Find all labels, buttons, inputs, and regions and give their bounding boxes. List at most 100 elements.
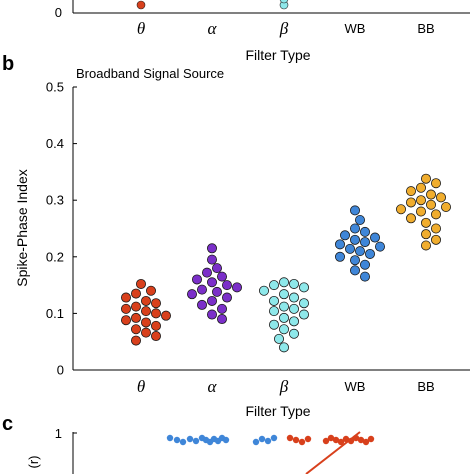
top-panel-x-tick-bb: BB	[417, 21, 434, 36]
panel-c-red-dot	[286, 434, 294, 442]
data-point-bb	[430, 234, 441, 245]
data-point-wb	[344, 243, 355, 254]
top-panel-x-tick-beta: β	[279, 19, 289, 38]
panel-b-letter: b	[2, 53, 14, 75]
panel-c-red-dot	[327, 434, 335, 442]
panel-c-red-fit-line	[305, 431, 361, 474]
data-point-theta	[121, 303, 132, 314]
panel-b-x-tick-alpha: α	[208, 377, 218, 396]
data-point-beta	[268, 280, 279, 291]
data-point-alpha	[221, 280, 232, 291]
panel-b-x-tick-wb: WB	[345, 379, 366, 394]
data-point-theta	[130, 335, 141, 346]
data-point-beta	[298, 298, 309, 309]
data-point-theta	[121, 315, 132, 326]
panel-c-red-dot	[298, 438, 306, 446]
data-point-beta	[278, 289, 289, 300]
data-point-beta	[278, 342, 289, 353]
panel-b-x-tick-bb: BB	[417, 379, 434, 394]
data-point-wb	[349, 205, 360, 216]
data-point-alpha	[206, 243, 217, 254]
data-point-beta	[268, 319, 279, 330]
data-point-wb	[359, 226, 370, 237]
data-point-alpha	[216, 303, 227, 314]
data-point-beta	[288, 303, 299, 314]
data-point-alpha	[206, 277, 217, 288]
panel-c-y-tick-1: 1	[55, 426, 62, 441]
data-point-beta	[278, 277, 289, 288]
panel-c-red-dot	[332, 436, 340, 444]
top-panel: 0 θ α β WB BB Filter Type	[55, 0, 470, 63]
data-point-wb	[359, 259, 370, 270]
panel-b-y-tick-label: 0.3	[46, 193, 64, 208]
data-point-alpha	[191, 274, 202, 285]
panel-b-y-ticks: 0 0.1 0.2 0.3 0.4 0.5	[46, 80, 77, 378]
data-point-bb	[435, 192, 446, 203]
data-point-bb	[430, 209, 441, 220]
panel-b-y-tick-label: 0	[57, 363, 64, 378]
data-point-theta	[160, 310, 171, 321]
panel-c-red-dot	[304, 435, 312, 443]
data-point-theta	[140, 317, 151, 328]
data-point-bb	[420, 173, 431, 184]
data-point-beta	[288, 292, 299, 303]
data-point-bb	[420, 229, 431, 240]
panel-c-y-axis-label-fragment: (r)	[26, 456, 41, 469]
data-point-alpha	[211, 286, 222, 297]
data-point-beta	[278, 301, 289, 312]
panel-c-red-dot	[322, 437, 330, 445]
data-point-theta	[140, 327, 151, 338]
data-point-alpha	[231, 282, 242, 293]
data-point-bb	[395, 204, 406, 215]
data-point-theta	[140, 306, 151, 317]
data-point-beta	[298, 309, 309, 320]
data-point-wb	[349, 255, 360, 266]
data-point-bb	[440, 201, 451, 212]
data-point-wb	[374, 241, 385, 252]
panel-b-points	[121, 173, 451, 353]
data-point-alpha	[216, 271, 227, 282]
data-point-theta	[145, 285, 156, 296]
top-panel-x-axis-label: Filter Type	[245, 47, 310, 63]
panel-b-y-tick-label: 0.1	[46, 306, 64, 321]
data-point-theta	[140, 295, 151, 306]
data-point-bb	[415, 206, 426, 217]
data-point-alpha	[196, 299, 207, 310]
data-point-wb	[334, 239, 345, 250]
data-point-bb	[430, 178, 441, 189]
panel-c-letter: c	[2, 413, 13, 435]
data-point-beta	[288, 328, 299, 339]
data-point-bb	[405, 213, 416, 224]
data-point-wb	[339, 230, 350, 241]
data-point-wb	[354, 215, 365, 226]
panel-b-y-tick-label: 0.4	[46, 136, 64, 151]
data-point-alpha	[206, 295, 217, 306]
panel-c-blue-dot	[166, 434, 174, 442]
data-point-beta	[268, 295, 279, 306]
panel-c-blue-dot	[264, 437, 272, 445]
data-point-alpha	[206, 309, 217, 320]
panel-c-red-dot	[362, 438, 370, 446]
panel-c-blue-dot	[186, 435, 194, 443]
data-point-alpha	[186, 289, 197, 300]
data-point-wb	[349, 234, 360, 245]
data-point-bb	[425, 189, 436, 200]
panel-c-blue-dot	[258, 435, 266, 443]
data-point-theta	[130, 301, 141, 312]
top-panel-y-tick-0: 0	[55, 5, 62, 20]
panel-c-blue-dot	[270, 434, 278, 442]
top-panel-dot-fragment-theta	[136, 0, 146, 10]
data-point-beta	[298, 282, 309, 293]
data-point-wb	[359, 237, 370, 248]
data-point-alpha	[201, 267, 212, 278]
top-panel-x-tick-wb: WB	[345, 21, 366, 36]
panel-c: c 1 (r)	[2, 413, 375, 474]
data-point-bb	[430, 223, 441, 234]
panel-b: b Broadband Signal Source 00.10.20.30.40…	[2, 53, 470, 419]
panel-b-title: Broadband Signal Source	[76, 66, 224, 81]
data-point-bb	[415, 195, 426, 206]
panel-c-blue-dot	[222, 436, 230, 444]
data-point-theta	[150, 308, 161, 319]
data-point-beta	[288, 316, 299, 327]
